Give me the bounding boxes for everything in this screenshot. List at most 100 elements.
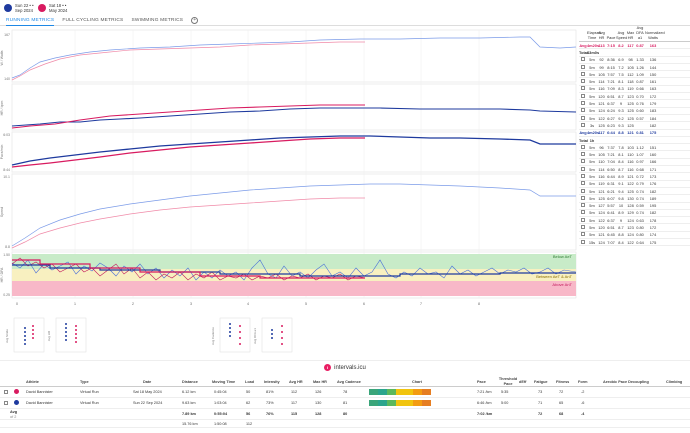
hdr-athlete[interactable]: Athlete: [26, 379, 39, 384]
interval-row[interactable]: 5m 125 6:07 9.8 130 0.74 189: [579, 195, 690, 203]
hdr-avg-hr[interactable]: Avg HR: [289, 379, 303, 384]
hdr-deff[interactable]: dEff: [519, 379, 527, 384]
interval-cell: 7:09: [607, 86, 615, 92]
interval-row-checkbox[interactable]: [579, 217, 587, 223]
activity-row-may[interactable]: David Bannister Virtual Run Sat 18 May 2…: [0, 387, 690, 398]
interval-row-checkbox[interactable]: [579, 108, 587, 113]
interval-row[interactable]: 5m 121 6:37 9 125 0.76 179: [579, 100, 690, 108]
hdr-load[interactable]: Load: [245, 379, 255, 384]
interval-row-checkbox[interactable]: [579, 195, 587, 201]
interval-row[interactable]: 5m 120 6:51 8.7 123 0.70 172: [579, 93, 690, 101]
interval-row[interactable]: 5m 92 8:36 6.9 98 1.33 136: [579, 57, 690, 64]
interval-row[interactable]: 5m 121 6:45 8.8 124 0.80 174: [579, 232, 690, 240]
interval-row[interactable]: 5m 105 7:57 7.5 112 1.09 150: [579, 71, 690, 79]
activity-row-sep[interactable]: David Bannister Virtual Run Sun 22 Sep 2…: [0, 398, 690, 409]
zone-between-label: Between AeT & AnT: [536, 274, 572, 279]
interval-row-checkbox[interactable]: [579, 159, 587, 164]
cell-athlete[interactable]: David Bannister: [26, 401, 53, 405]
interval-row[interactable]: 5m 114 7:21 8.1 118 0.87 161: [579, 78, 690, 86]
tab-swimming-metrics[interactable]: SWIMMING METRICS: [131, 18, 184, 23]
interval-row-checkbox[interactable]: [579, 181, 587, 186]
hdr-fatigue[interactable]: Fatigue: [534, 379, 548, 384]
interval-row-checkbox[interactable]: [579, 210, 587, 215]
hdr-moving-time[interactable]: Moving Time: [212, 379, 236, 384]
hdr-form[interactable]: Form: [578, 379, 588, 384]
interval-row[interactable]: 5m 122 6:27 9.2 125 0.57 184: [579, 115, 690, 123]
interval-row[interactable]: 5m 105 7:21 8.1 110 1.07 160: [579, 151, 690, 159]
interval-row[interactable]: 5m 114 6:50 8.7 116 0.68 171: [579, 166, 690, 174]
row-checkbox[interactable]: [4, 400, 8, 406]
interval-cell: 7:21: [607, 79, 615, 85]
interval-row[interactable]: 5m 122 6:37 9 124 0.63 178: [579, 217, 690, 225]
interval-cell: 3s: [589, 122, 595, 128]
zone-above-label: Above AnT: [552, 282, 572, 287]
hdr-distance[interactable]: Distance: [182, 379, 198, 384]
interval-cell: 0.79: [636, 181, 644, 187]
interval-row-checkbox[interactable]: [579, 79, 587, 84]
interval-row-checkbox[interactable]: [579, 115, 587, 121]
interval-row[interactable]: 15s 124 7:07 8.4 122 0.64 175: [579, 239, 690, 247]
activity-selector-bar: Sun 22 • • Sep 2024 Sat 18 • • May 2024: [0, 0, 690, 16]
interval-row-checkbox[interactable]: [579, 101, 587, 106]
hdr-fitness[interactable]: Fitness: [556, 379, 570, 384]
interval-row-checkbox[interactable]: [579, 173, 587, 179]
hdr-threshold-pace[interactable]: Threshold Pace: [498, 377, 518, 386]
interval-row-checkbox[interactable]: [579, 71, 587, 77]
interval-cell: 1.12: [636, 144, 644, 150]
interval-row[interactable]: 5m 124 6:24 9.3 125 0.60 183: [579, 108, 690, 115]
hdr-intensity[interactable]: Intensity: [264, 379, 280, 384]
cell-athlete[interactable]: David Bannister: [26, 390, 53, 394]
tab-running-metrics[interactable]: RUNNING METRICS: [6, 16, 55, 26]
interval-row[interactable]: 5m 121 6:21 9.4 125 0.74 182: [579, 188, 690, 196]
interval-row-checkbox[interactable]: [579, 239, 587, 245]
interval-row[interactable]: 5m 99 8:15 7.2 105 1.26 144: [579, 64, 690, 72]
interval-row-checkbox[interactable]: [579, 225, 587, 230]
interval-cell: 124: [627, 232, 634, 238]
interval-row-checkbox[interactable]: [579, 188, 587, 194]
interval-row-checkbox[interactable]: [579, 93, 587, 99]
interval-cell: 7:21: [607, 152, 615, 158]
interval-row[interactable]: 3s 125 6:23 9.3 125 182: [579, 122, 690, 130]
panel5-y-label: HR / DFA: [0, 267, 4, 282]
row-checkbox[interactable]: [4, 389, 8, 395]
interval-cell: 9.8: [618, 195, 624, 201]
interval-row-checkbox[interactable]: [579, 203, 587, 208]
hdr-type[interactable]: Type: [80, 379, 89, 384]
cell-date[interactable]: Sat 18 May 2024: [133, 390, 162, 394]
interval-row-checkbox[interactable]: [579, 64, 587, 70]
interval-cell: 6:51: [607, 225, 615, 231]
interval-row[interactable]: 5m 119 6:31 9.1 122 0.79 176: [579, 181, 690, 188]
interval-cell: 122: [627, 181, 634, 187]
add-tab-icon[interactable]: +: [191, 17, 199, 24]
interval-row[interactable]: 5m 110 7:04 8.4 116 0.97 166: [579, 159, 690, 167]
interval-row[interactable]: 5m 96 7:37 7.8 103 1.12 151: [579, 144, 690, 152]
interval-row-checkbox[interactable]: [579, 152, 587, 157]
hdr-avg-cadence[interactable]: Avg Cadence: [337, 379, 361, 384]
interval-cell: 6:07: [607, 195, 615, 201]
interval-row[interactable]: 5m 124 6:41 8.9 129 0.74 182: [579, 210, 690, 218]
interval-row[interactable]: 5m 116 7:09 8.3 119 0.66 163: [579, 86, 690, 94]
interval-row-checkbox[interactable]: [579, 122, 587, 128]
cell-pace: 7:21 /km: [477, 390, 492, 394]
interval-row[interactable]: 5m 120 6:51 8.7 123 0.80 172: [579, 224, 690, 232]
interval-row[interactable]: 5m 116 6:44 8.9 121 0.72 173: [579, 173, 690, 181]
interval-row[interactable]: 5m 127 5:57 10 128 0.59 195: [579, 203, 690, 210]
interval-cell: 183: [649, 108, 657, 114]
interval-row-checkbox[interactable]: [579, 232, 587, 237]
hdr-climbing[interactable]: Climbing: [666, 379, 683, 384]
interval-cell: 160: [649, 152, 657, 158]
hdr-decoupling[interactable]: Aerobic Pace Decoupling: [603, 379, 649, 384]
interval-row-checkbox[interactable]: [579, 57, 587, 62]
interval-cell: 8:36: [607, 57, 615, 63]
hdr-max-hr[interactable]: Max HR: [313, 379, 327, 384]
cell-date[interactable]: Sun 22 Sep 2024: [133, 401, 163, 405]
tab-full-cycling-metrics[interactable]: FULL CYCLING METRICS: [62, 18, 124, 23]
interval-row-checkbox[interactable]: [579, 144, 587, 150]
hdr-pace[interactable]: Pace: [477, 379, 486, 384]
interval-row-checkbox[interactable]: [579, 166, 587, 172]
cell: 0.87: [636, 42, 644, 48]
activity-b-swatch[interactable]: Sat 18 • • May 2024: [38, 3, 67, 13]
interval-row-checkbox[interactable]: [579, 86, 587, 91]
activity-a-swatch[interactable]: Sun 22 • • Sep 2024: [4, 3, 34, 13]
hdr-date[interactable]: Date: [143, 379, 152, 384]
